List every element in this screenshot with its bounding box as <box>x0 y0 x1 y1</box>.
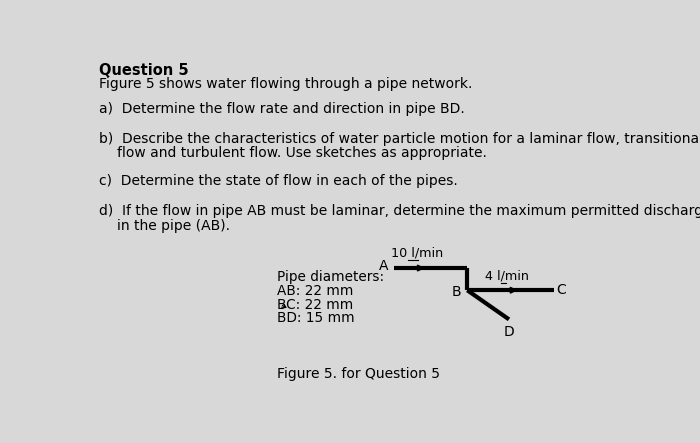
Text: 10 l/min: 10 l/min <box>391 247 443 260</box>
Text: BD: 15 mm: BD: 15 mm <box>277 311 355 325</box>
Text: flow and turbulent flow. Use sketches as appropriate.: flow and turbulent flow. Use sketches as… <box>118 146 487 160</box>
Text: D: D <box>503 325 514 339</box>
Text: BC: 22 mm: BC: 22 mm <box>277 298 354 312</box>
Text: Question 5: Question 5 <box>99 63 189 78</box>
Text: c)  Determine the state of flow in each of the pipes.: c) Determine the state of flow in each o… <box>99 174 458 188</box>
Text: a)  Determine the flow rate and direction in pipe BD.: a) Determine the flow rate and direction… <box>99 101 466 116</box>
Text: B: B <box>452 285 461 299</box>
Text: in the pipe (AB).: in the pipe (AB). <box>118 218 230 233</box>
Text: A: A <box>379 259 388 273</box>
Text: Pipe diameters:: Pipe diameters: <box>277 270 384 284</box>
Text: d)  If the flow in pipe AB must be laminar, determine the maximum permitted disc: d) If the flow in pipe AB must be lamina… <box>99 204 700 218</box>
Text: AB: 22 mm: AB: 22 mm <box>277 284 354 298</box>
Text: Figure 5 shows water flowing through a pipe network.: Figure 5 shows water flowing through a p… <box>99 77 472 91</box>
Text: 4 l/min: 4 l/min <box>485 269 529 282</box>
Text: Figure 5. for Question 5: Figure 5. for Question 5 <box>277 367 440 381</box>
Text: b)  Describe the characteristics of water particle motion for a laminar flow, tr: b) Describe the characteristics of water… <box>99 132 700 146</box>
Text: C: C <box>556 283 566 297</box>
